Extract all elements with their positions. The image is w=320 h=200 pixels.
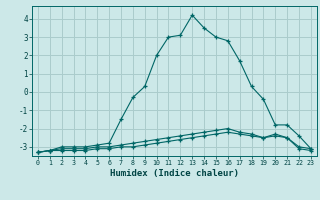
X-axis label: Humidex (Indice chaleur): Humidex (Indice chaleur): [110, 169, 239, 178]
